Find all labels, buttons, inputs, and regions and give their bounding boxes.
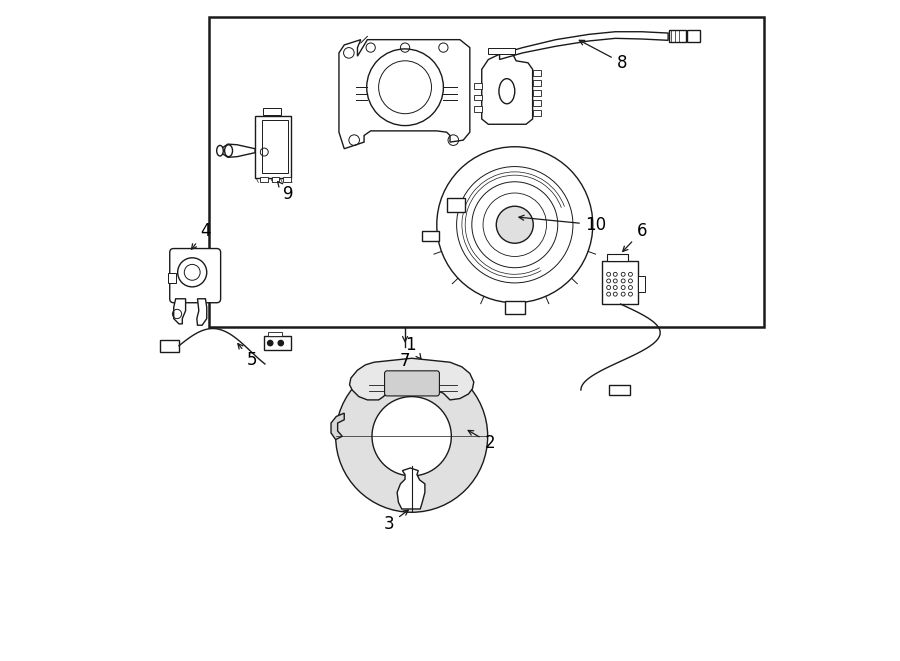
Ellipse shape: [217, 145, 223, 156]
Bar: [608, 254, 628, 261]
Bar: [533, 80, 541, 86]
Text: 5: 5: [238, 344, 257, 369]
Bar: [262, 120, 288, 173]
Bar: [473, 83, 482, 89]
Bar: [505, 301, 525, 314]
Bar: [533, 100, 541, 106]
Bar: [267, 332, 282, 336]
Polygon shape: [331, 413, 344, 440]
Bar: [167, 273, 176, 283]
Bar: [263, 108, 282, 115]
Bar: [422, 231, 439, 241]
Ellipse shape: [499, 79, 515, 104]
Bar: [209, 17, 764, 327]
Ellipse shape: [225, 145, 232, 157]
Text: 4: 4: [192, 222, 211, 249]
Bar: [533, 70, 541, 76]
Bar: [687, 30, 700, 42]
Text: 3: 3: [384, 510, 409, 533]
Bar: [473, 106, 482, 112]
Bar: [260, 177, 268, 182]
Polygon shape: [174, 299, 185, 324]
Text: 6: 6: [623, 222, 647, 251]
Bar: [255, 116, 292, 178]
Circle shape: [372, 397, 451, 476]
Circle shape: [496, 206, 534, 243]
FancyBboxPatch shape: [384, 371, 439, 396]
Bar: [489, 48, 515, 54]
Circle shape: [336, 360, 488, 512]
FancyBboxPatch shape: [170, 249, 220, 303]
Text: 9: 9: [277, 182, 293, 203]
Text: 10: 10: [519, 215, 606, 234]
Bar: [670, 30, 686, 42]
Bar: [473, 95, 482, 100]
Circle shape: [278, 340, 284, 346]
Polygon shape: [500, 32, 668, 59]
Polygon shape: [197, 299, 207, 325]
Polygon shape: [397, 468, 425, 509]
Polygon shape: [482, 54, 533, 124]
Text: 8: 8: [580, 40, 627, 72]
Bar: [602, 261, 638, 304]
Bar: [533, 110, 541, 116]
Bar: [533, 90, 541, 96]
Circle shape: [267, 340, 273, 346]
Text: 2: 2: [468, 430, 495, 452]
Polygon shape: [349, 358, 473, 400]
Polygon shape: [339, 40, 470, 149]
Text: 7: 7: [400, 352, 410, 369]
Bar: [264, 336, 292, 350]
Bar: [272, 177, 280, 182]
Bar: [446, 198, 465, 212]
Bar: [160, 340, 179, 352]
Bar: [283, 177, 291, 182]
Text: 1: 1: [405, 336, 421, 359]
Polygon shape: [222, 144, 255, 157]
Circle shape: [436, 147, 593, 303]
Bar: [608, 385, 630, 395]
Bar: [638, 276, 645, 292]
